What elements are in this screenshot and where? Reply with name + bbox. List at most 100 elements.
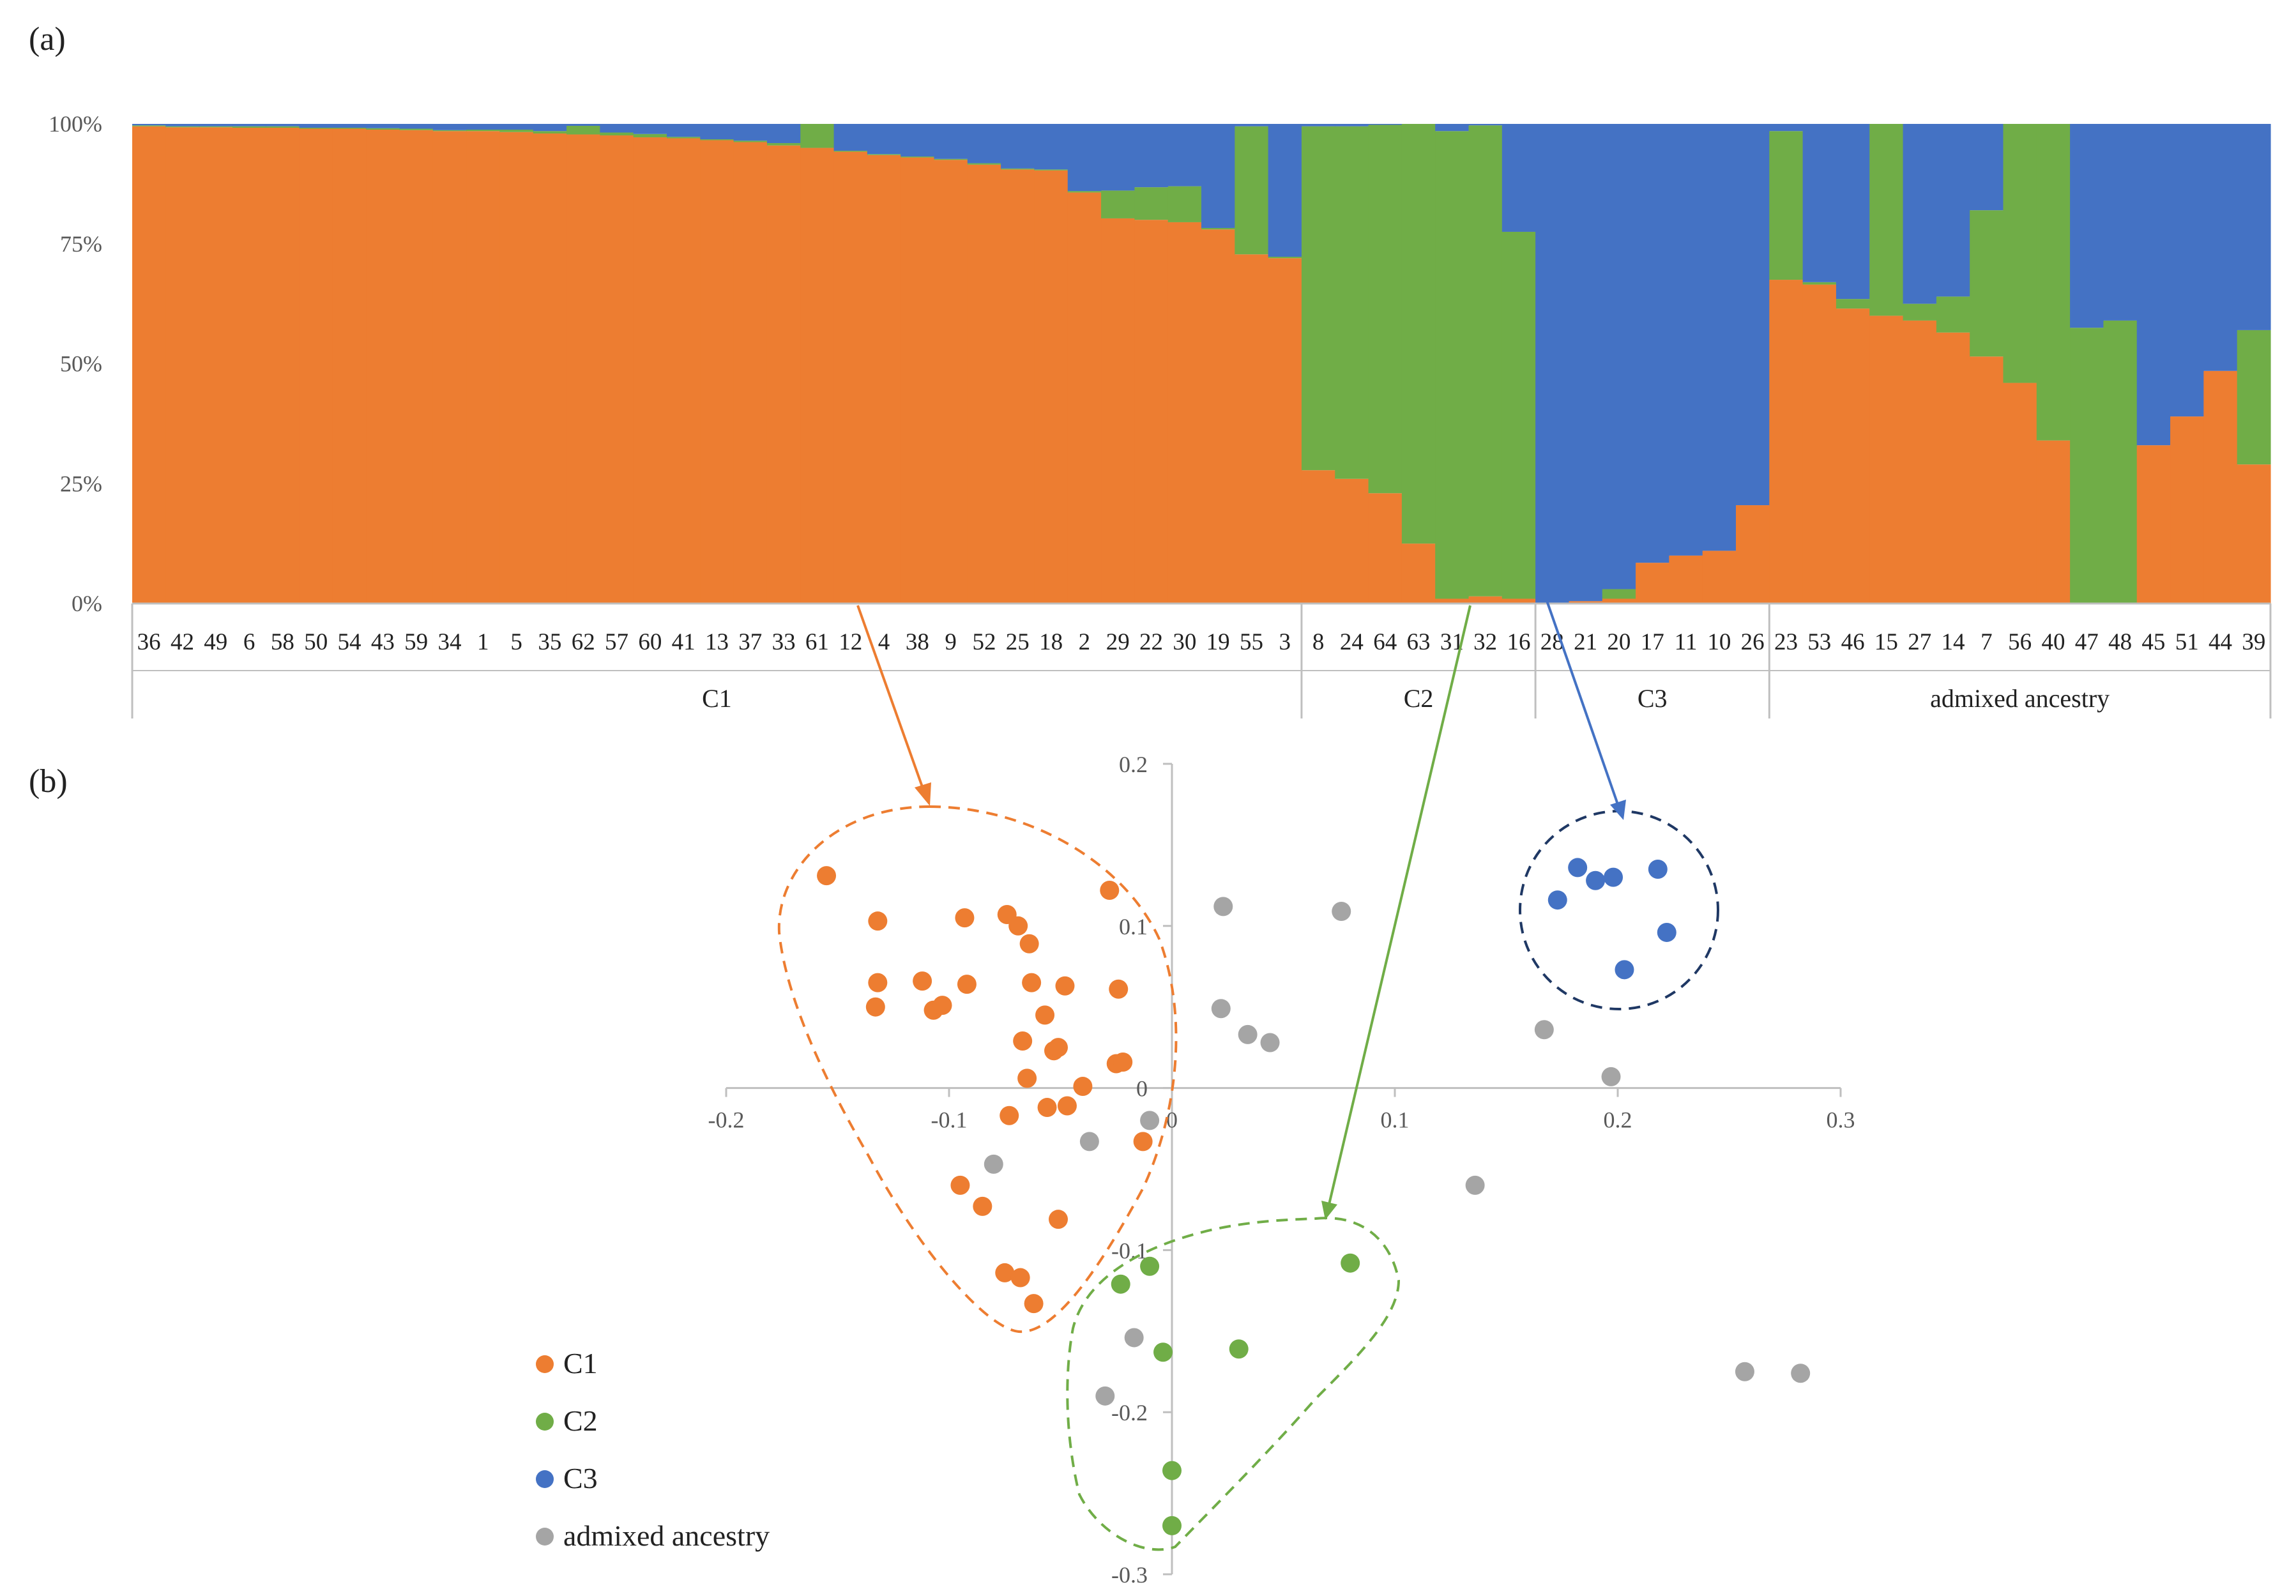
point-c3 <box>1604 867 1623 887</box>
bar-x-axis: 36 42 49 6 58 50 54 43 59 34 1 5 35 62 57 60 41 13 37 33 61 1… <box>131 602 2272 718</box>
bar-segment-c3 <box>1034 124 1068 170</box>
bar-y-tick-label: 75% <box>60 231 102 257</box>
bar-segment-c3 <box>1535 124 1570 604</box>
point-c3 <box>1568 858 1588 878</box>
point-c3 <box>1657 922 1676 942</box>
legend-marker-c3 <box>536 1470 554 1488</box>
bar-segment-c3 <box>1970 124 2004 211</box>
point-c1 <box>1057 1096 1077 1116</box>
point-c3 <box>1547 890 1567 910</box>
bar-segment-c1 <box>232 128 266 604</box>
bar-segment-c1 <box>1769 280 1804 604</box>
bar-segment-c3 <box>1167 124 1202 186</box>
sample-label: 16 <box>1507 629 1530 655</box>
admixture-bar-chart: 0%25%50%75%100% 36 42 49 6 58 50 54 43 59 34 1 5 35 6… <box>49 111 2272 718</box>
bar-segment-c1 <box>499 132 534 604</box>
sample-label: 9 <box>945 629 957 655</box>
bar-segment-c1 <box>867 155 901 604</box>
bar-segment-c1 <box>1368 493 1403 604</box>
group-label: C3 <box>1638 684 1668 713</box>
bar-segment-c2 <box>1001 168 1035 170</box>
point-c1 <box>1017 1068 1037 1088</box>
point-admixed <box>1095 1386 1115 1406</box>
bar-segment-c3 <box>2103 124 2138 321</box>
sample-label: 49 <box>204 629 227 655</box>
bar-segment-c2 <box>901 156 935 158</box>
point-c1 <box>1109 979 1129 999</box>
bar-segment-c1 <box>1836 308 1870 604</box>
point-c1 <box>1113 1052 1133 1072</box>
sample-label: 12 <box>839 629 862 655</box>
bar-segment-c3 <box>232 124 266 126</box>
bar-segment-c3 <box>1134 124 1169 188</box>
bar-segment-c3 <box>1502 124 1536 232</box>
point-c1 <box>868 911 888 931</box>
bar-segment-c3 <box>165 124 200 126</box>
bar-segment-c1 <box>2036 440 2071 604</box>
bar-segment-c3 <box>1468 124 1503 126</box>
bar-y-tick-label: 0% <box>72 591 102 616</box>
bar-segment-c3 <box>700 124 734 140</box>
sample-label: 13 <box>705 629 729 655</box>
bar-segment-c1 <box>1435 598 1470 604</box>
bar-segment-c1 <box>1468 596 1503 604</box>
bar-segment-c2 <box>1502 231 1536 599</box>
point-c3 <box>1615 960 1634 980</box>
bar-segment-c1 <box>165 127 200 604</box>
point-c1 <box>995 1263 1015 1282</box>
bar-y-tick-label: 50% <box>60 351 102 377</box>
sample-label: 1 <box>477 629 489 655</box>
sample-label: 21 <box>1574 629 1597 655</box>
sample-label: 11 <box>1675 629 1698 655</box>
bar-segment-c1 <box>2203 370 2238 604</box>
sample-label: 37 <box>738 629 762 655</box>
panel-a-label: (a) <box>29 21 66 57</box>
bar-segment-c3 <box>901 124 935 157</box>
bar-segment-c3 <box>1702 124 1737 551</box>
bar-segment-c3 <box>1936 124 1970 297</box>
c1-connector-arrow <box>856 605 926 794</box>
point-c2 <box>1111 1274 1130 1294</box>
point-c1 <box>868 973 888 992</box>
bar-segment-c1 <box>1335 478 1369 604</box>
sample-label: 60 <box>638 629 662 655</box>
bar-segment-c2 <box>533 131 567 134</box>
bar-y-axis: 0% 25% 50% 75% 100% <box>49 111 102 616</box>
bar-segment-c2 <box>633 133 667 138</box>
bar-segment-c1 <box>1669 555 1703 604</box>
sample-label: 42 <box>171 629 194 655</box>
bar-segment-c3 <box>667 124 701 137</box>
sample-label: 20 <box>1607 629 1631 655</box>
bar-segment-c1 <box>833 151 868 604</box>
bar-segment-c1 <box>633 137 667 604</box>
bar-segment-c1 <box>1134 220 1169 604</box>
point-c1 <box>1055 976 1075 996</box>
bar-segment-c3 <box>1101 124 1135 191</box>
sample-label: 48 <box>2108 629 2132 655</box>
bar-segment-c3 <box>1201 124 1235 228</box>
point-c1 <box>957 975 977 994</box>
panel-b-label: (b) <box>29 763 68 800</box>
scatter-y-tick-label: 0.2 <box>1119 752 1148 777</box>
bar-segment-c2 <box>2070 328 2104 604</box>
bar-segment-c2 <box>366 128 400 130</box>
bar-segment-c3 <box>1903 124 1937 304</box>
sample-label: 36 <box>137 629 161 655</box>
sample-label: 43 <box>371 629 395 655</box>
bar-stack-layer <box>132 124 2271 604</box>
bar-segment-c1 <box>1401 543 1436 604</box>
sample-label: 57 <box>605 629 628 655</box>
sample-label: 23 <box>1774 629 1798 655</box>
point-c1 <box>932 996 952 1015</box>
point-c1 <box>1037 1098 1057 1118</box>
bar-segment-c1 <box>1602 598 1636 604</box>
bar-segment-c2 <box>700 139 734 141</box>
sample-label: 4 <box>878 629 890 655</box>
legend-label-c2: C2 <box>563 1404 598 1437</box>
legend-label-admixed: admixed ancestry <box>563 1519 770 1552</box>
bar-segment-c2 <box>1836 299 1870 309</box>
bar-segment-c2 <box>232 126 266 128</box>
point-c1 <box>1008 916 1028 936</box>
sample-label: 33 <box>772 629 796 655</box>
